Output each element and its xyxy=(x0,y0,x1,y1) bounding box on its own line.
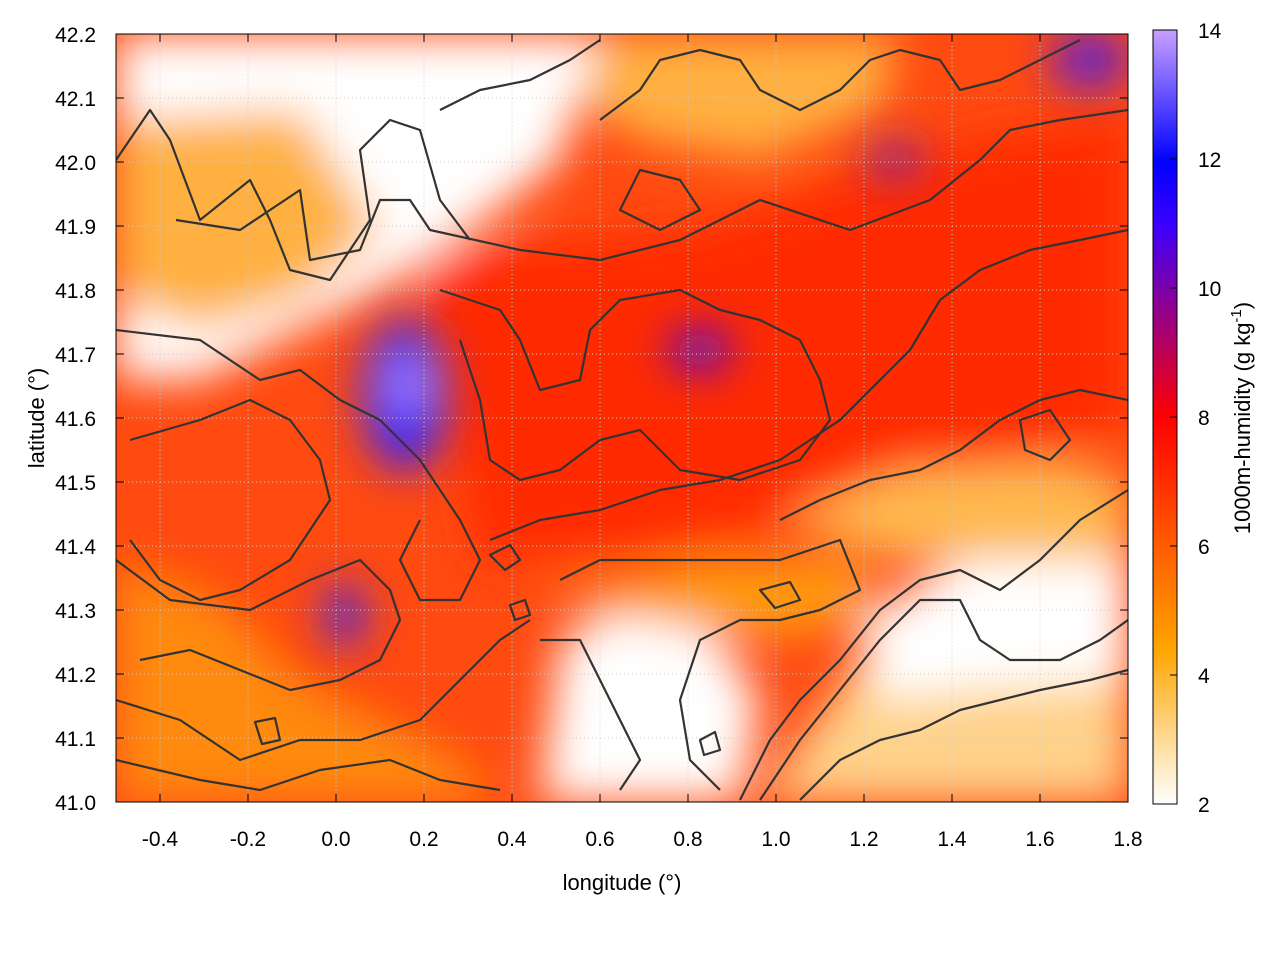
contour-line xyxy=(540,638,642,791)
dry-south-white xyxy=(540,600,760,802)
x-axis-ticks: -0.4 -0.2 0.0 0.2 0.4 0.6 0.8 1.0 1.2 1.4 1.6 1.8 xyxy=(142,34,1143,851)
contour-line xyxy=(116,558,402,692)
moist-cell-south xyxy=(327,583,363,647)
moist-cell-northeast xyxy=(1050,34,1128,90)
heatmap-field xyxy=(116,34,1128,802)
y-tick-label: 41.3 xyxy=(55,600,96,623)
contour-line xyxy=(175,108,1128,262)
y-tick-label: 42.0 xyxy=(55,152,96,175)
moist-cell-north xyxy=(865,142,925,178)
contour-line xyxy=(508,598,532,622)
contour-line xyxy=(1018,408,1072,462)
contour-line xyxy=(116,619,531,762)
y-tick-label: 41.0 xyxy=(55,792,96,815)
contour-line xyxy=(559,538,862,791)
y-axis-ticks: 41.0 41.1 41.2 41.3 41.4 41.5 41.6 41.7 41.8 41.9… xyxy=(55,24,1128,815)
y-tick-label: 41.5 xyxy=(55,472,96,495)
contour-line xyxy=(439,288,832,482)
south-orange-band xyxy=(540,560,880,640)
x-axis-label: longitude (°) xyxy=(563,870,682,895)
contour-line xyxy=(489,228,1128,542)
y-axis-label: latitude (°) xyxy=(24,368,49,469)
colorbar-tick-label: 10 xyxy=(1198,278,1221,301)
moist-core-violet xyxy=(394,359,422,411)
y-tick-label: 41.9 xyxy=(55,216,96,239)
y-tick-label: 41.2 xyxy=(55,664,96,687)
x-tick-label: 0.8 xyxy=(673,828,702,851)
colorbar-tick-label: 14 xyxy=(1198,20,1222,43)
contour-line xyxy=(779,388,1128,521)
contour-line xyxy=(618,168,702,232)
contour-line xyxy=(759,598,1128,801)
y-tick-label: 41.7 xyxy=(55,344,96,367)
contour-line xyxy=(116,758,501,792)
x-tick-label: 1.8 xyxy=(1113,828,1142,851)
contour-line xyxy=(116,328,482,602)
colorbar-tick-label: 12 xyxy=(1198,149,1221,172)
grid-lines xyxy=(116,34,1128,802)
x-tick-label: 1.4 xyxy=(937,828,967,851)
x-tick-label: 1.6 xyxy=(1025,828,1054,851)
y-tick-label: 41.4 xyxy=(55,536,96,559)
contour-line xyxy=(799,668,1128,801)
contour-line xyxy=(439,39,601,111)
contour-line xyxy=(488,543,522,572)
northeast-orange xyxy=(580,34,900,160)
contour-line xyxy=(739,489,1128,801)
colorbar-tick-label: 8 xyxy=(1198,407,1210,430)
contour-line xyxy=(129,398,332,602)
colorbar-tick-label: 6 xyxy=(1198,536,1210,559)
contour-line xyxy=(758,580,802,610)
contour-line xyxy=(698,730,722,757)
x-tick-label: 1.2 xyxy=(849,828,878,851)
x-tick-label: 1.0 xyxy=(761,828,790,851)
x-tick-label: -0.2 xyxy=(230,828,266,851)
central-red xyxy=(420,120,1128,560)
colorbar-label-close: ) xyxy=(1230,302,1255,309)
x-tick-label: 0.6 xyxy=(585,828,614,851)
y-tick-label: 41.8 xyxy=(55,280,96,303)
colorbar: 2 4 6 8 10 12 14 1000m-humidity (g kg-1) xyxy=(1152,20,1255,817)
y-tick-label: 41.6 xyxy=(55,408,96,431)
contour-line xyxy=(599,39,1081,121)
colorbar-tick-label: 2 xyxy=(1198,794,1210,817)
colorbar-tick-label: 4 xyxy=(1198,665,1210,688)
x-tick-label: -0.4 xyxy=(142,828,179,851)
colorbar-label: 1000m-humidity (g kg-1) xyxy=(1228,302,1255,534)
moist-cell-east xyxy=(668,330,732,370)
heatmap-blobs xyxy=(116,34,1128,802)
y-tick-label: 41.1 xyxy=(55,728,96,751)
y-tick-label: 42.1 xyxy=(55,88,96,111)
colorbar-label-exponent: -1 xyxy=(1228,309,1245,322)
x-tick-label: 0.0 xyxy=(321,828,350,851)
colorbar-ticks: 2 4 6 8 10 12 14 xyxy=(1170,20,1222,817)
contour-line xyxy=(253,716,282,746)
east-lower-orange xyxy=(780,460,1128,560)
x-tick-label: 0.2 xyxy=(409,828,438,851)
x-tick-label: 0.4 xyxy=(497,828,527,851)
contour-line xyxy=(116,108,471,282)
y-tick-label: 42.2 xyxy=(55,24,96,47)
terrain-contours xyxy=(116,39,1128,801)
colorbar-label-text: 1000m-humidity (g kg xyxy=(1230,323,1255,535)
